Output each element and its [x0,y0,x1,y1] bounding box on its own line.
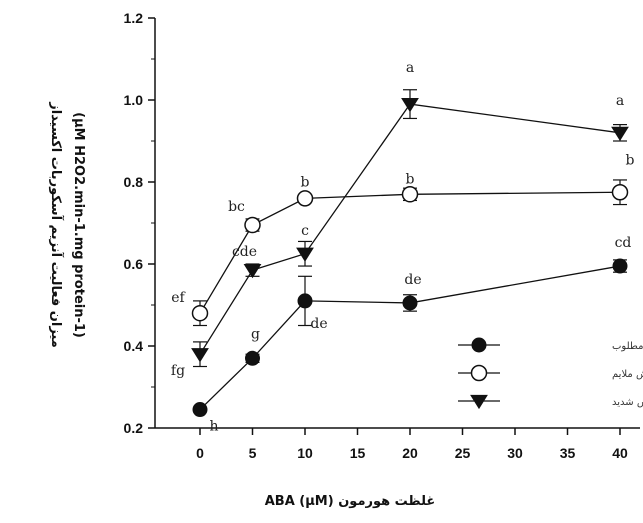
significance-letter: c [301,223,309,239]
x-axis-title: غلظت هورمون ABA (µM) [265,494,436,509]
data-point [401,186,419,203]
data-point [470,394,488,410]
significance-letter: cde [232,244,257,260]
significance-letter: cd [615,235,632,251]
x-tick-label: 40 [612,445,628,461]
data-point [611,184,629,201]
series-3: fg cde c a a [171,60,629,379]
x-tick-label: 10 [297,445,313,461]
x-tick-label: 5 [249,445,257,461]
data-point [470,364,488,382]
series-line [199,103,621,355]
data-point [401,98,419,113]
significance-letter: h [209,419,218,435]
x-tick-label: 25 [455,445,471,461]
x-tick-label: 20 [402,445,418,461]
y-axis-title-line1: میزان فعالیت آنزیم آسکوربات اکسیداز [48,101,65,348]
y-tick-label: 0.4 [124,338,144,354]
series-1: h g de de cd [192,235,632,435]
y-axis-title-line2: (µM H2O2.min-1.mg protein-1) [71,112,86,338]
data-point [402,295,418,311]
x-tick-label: 0 [196,445,204,461]
legend-box [420,320,632,420]
data-point [297,293,313,309]
legend-label: تنش شدید [612,397,643,408]
data-point [612,258,628,274]
y-tick-label: 0.8 [124,174,144,190]
x-tick-label: 30 [507,445,523,461]
data-point [471,337,487,353]
data-point [296,247,314,262]
significance-letter: a [406,60,414,76]
significance-letter: a [616,93,624,109]
legend-label: آبیاری مطلوب [612,339,643,352]
data-point [611,126,629,141]
legend-label: تنش ملایم [612,369,643,380]
data-point [192,402,208,418]
x-tick-label: 35 [560,445,576,461]
significance-letter: b [301,174,310,190]
significance-letter: bc [228,199,245,215]
y-tick-label: 1.2 [124,10,144,26]
significance-letter: de [404,272,421,288]
data-point [191,304,209,322]
data-point [296,190,314,207]
y-tick-label: 0.6 [124,256,144,272]
series-2: ef bc b b b [171,152,635,327]
x-tick-label: 15 [350,445,366,461]
series-layer: h g de de cd ef bc b b b fg cde c a a [171,60,635,434]
data-point [191,348,209,363]
data-point [243,264,262,279]
legend: آبیاری مطلوب تنش ملایم تنش شدید [420,320,643,420]
significance-letter: de [310,316,327,332]
significance-letter: g [251,326,260,342]
data-point [245,350,260,366]
significance-letter: ef [171,290,186,306]
y-tick-label: 0.2 [124,420,144,436]
y-tick-label: 1.0 [124,92,144,108]
axes: 0.2 0.4 0.6 0.8 1.0 1.2 0 5 10 15 20 25 30 35 40 [124,10,640,461]
significance-letter: b [626,152,635,168]
significance-letter: b [406,171,415,187]
data-point [244,216,261,234]
significance-letter: fg [171,363,185,379]
